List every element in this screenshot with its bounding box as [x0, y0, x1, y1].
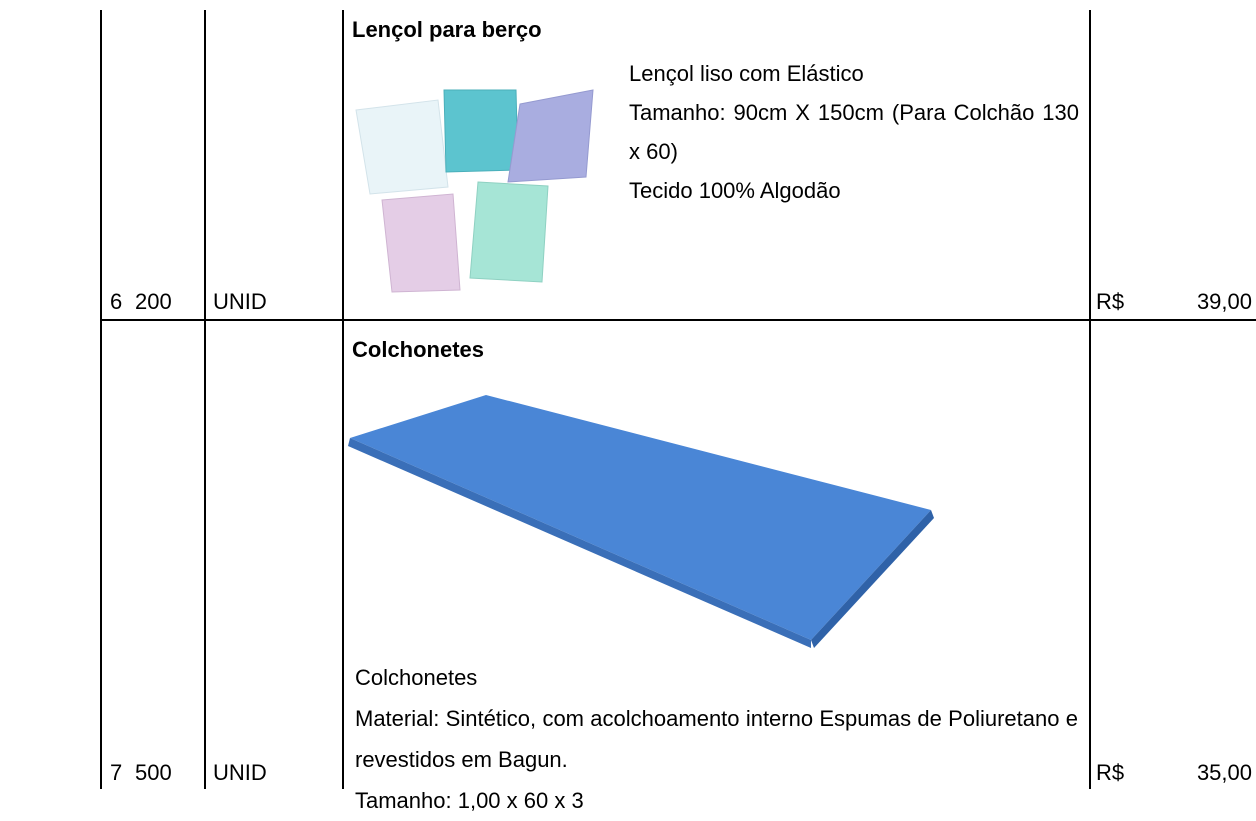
description-line: Colchonetes — [355, 665, 478, 690]
product-title: Colchonetes — [352, 337, 485, 362]
mattress-image — [348, 395, 934, 648]
sheets-image — [355, 89, 594, 293]
column-line — [342, 10, 344, 789]
row-line — [101, 319, 1256, 321]
unit: UNID — [213, 289, 267, 314]
price: 39,00 — [1196, 289, 1252, 314]
product-description: Colchonetes Material: Sintético, com aco… — [355, 657, 1078, 821]
description-line: Tamanho: 1,00 x 60 x 3 — [355, 788, 584, 813]
currency: R$ — [1096, 760, 1125, 785]
product-description: Lençol liso com Elástico Tamanho: 90cm X… — [629, 54, 1079, 210]
description-line: Lençol liso com Elástico — [629, 61, 864, 86]
item-number: 7 — [110, 760, 123, 785]
column-line — [204, 10, 206, 789]
description-line: Material: Sintético, com acolchoamento i… — [355, 706, 1078, 772]
page: Lençol para berço Lençol liso com Elásti… — [100, 10, 1256, 813]
column-line — [1089, 10, 1091, 789]
price: 35,00 — [1196, 760, 1252, 785]
quantity: 500 — [135, 760, 172, 785]
column-line — [100, 10, 102, 789]
description-line: Tecido 100% Algodão — [629, 178, 841, 203]
product-title: Lençol para berço — [352, 17, 542, 42]
description-line: Tamanho: 90cm X 150cm (Para Colchão 130 … — [629, 100, 1079, 164]
quantity: 200 — [135, 289, 172, 314]
item-number: 6 — [110, 289, 123, 314]
currency: R$ — [1096, 289, 1125, 314]
unit: UNID — [213, 760, 267, 785]
